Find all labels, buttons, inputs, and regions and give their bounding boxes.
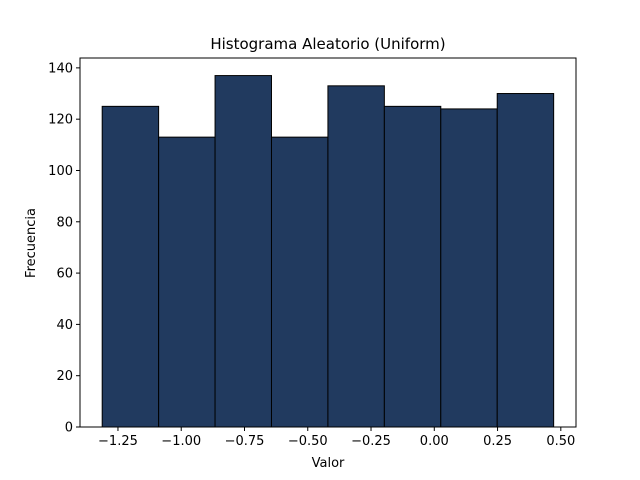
- x-tick-label: 0.25: [483, 434, 512, 449]
- histogram-bar-2: [158, 136, 216, 428]
- y-tick-label: 0: [65, 421, 73, 436]
- y-tick-label: 40: [56, 318, 73, 333]
- y-tick-label: 80: [56, 215, 73, 230]
- y-tick-label: 60: [56, 267, 73, 282]
- histogram-bar-7: [440, 108, 498, 428]
- x-tick-label: −1.00: [161, 434, 201, 449]
- histogram-bar-6: [383, 105, 442, 428]
- y-tick-label: 20: [56, 369, 73, 384]
- y-tick-label: 140: [48, 61, 73, 76]
- x-tick-label: 0.00: [420, 434, 449, 449]
- x-axis-ticks: −1.25 −1.00 −0.75 −0.50 −0.25 0.00 0.25 0.50: [98, 427, 575, 449]
- histogram-bar-8: [496, 93, 555, 428]
- y-axis-ticks: 0 20 40 60 80 100 120 140: [48, 61, 80, 436]
- histogram-bar-4: [270, 136, 329, 428]
- x-axis-label: Valor: [312, 456, 345, 471]
- plot-frame: [79, 57, 577, 428]
- histogram-bar-1: [101, 105, 160, 428]
- y-axis-label: Frecuencia: [24, 208, 39, 278]
- histogram-bar-3: [214, 75, 272, 428]
- y-tick-label: 100: [48, 164, 73, 179]
- y-tick-label: 120: [48, 113, 73, 128]
- bars-group: [101, 75, 555, 428]
- x-tick-label: 0.50: [546, 434, 575, 449]
- x-tick-label: −1.25: [98, 434, 138, 449]
- x-tick-label: −0.25: [351, 434, 391, 449]
- chart-title: Histograma Aleatorio (Uniform): [210, 35, 445, 53]
- histogram-bar-5: [327, 85, 385, 428]
- x-tick-label: −0.75: [225, 434, 265, 449]
- x-tick-label: −0.50: [288, 434, 328, 449]
